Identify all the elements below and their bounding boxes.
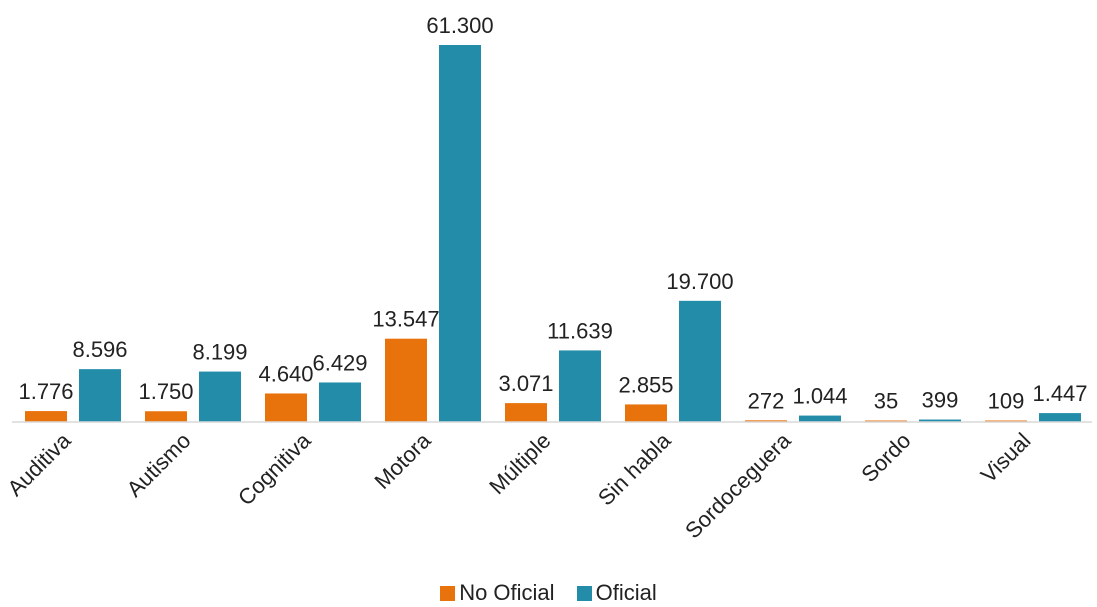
bar-oficial-visual <box>1039 413 1081 422</box>
data-label-no-oficial-visual: 109 <box>988 389 1025 414</box>
data-label-no-oficial-multiple: 3.071 <box>498 371 553 396</box>
data-label-no-oficial-motora: 13.547 <box>372 307 439 332</box>
data-label-no-oficial-auditiva: 1.776 <box>18 379 73 404</box>
category-labels-group: Auditiva Autismo Cognitiva Motora Múltiple Si… <box>3 427 1036 543</box>
bar-no-oficial-motora <box>385 338 427 422</box>
data-label-oficial-sordo: 399 <box>922 388 959 413</box>
bar-no-oficial-auditiva <box>25 411 67 422</box>
data-label-oficial-sin-habla: 19.700 <box>666 269 733 294</box>
legend: No Oficial Oficial <box>0 580 1097 607</box>
category-label-cognitiva: Cognitiva <box>233 427 316 510</box>
bar-no-oficial-sin-habla <box>625 404 667 422</box>
data-label-no-oficial-sordoceguera: 272 <box>748 388 785 413</box>
bar-oficial-autismo <box>199 371 241 422</box>
data-label-oficial-autismo: 8.199 <box>192 340 247 365</box>
data-label-no-oficial-autismo: 1.750 <box>138 379 193 404</box>
bars-group <box>25 45 1081 422</box>
data-label-oficial-motora: 61.300 <box>426 13 493 38</box>
data-label-oficial-auditiva: 8.596 <box>72 337 127 362</box>
legend-label-oficial: Oficial <box>595 580 657 605</box>
category-label-visual: Visual <box>976 428 1036 488</box>
legend-item-no-oficial: No Oficial <box>440 580 555 606</box>
category-label-auditiva: Auditiva <box>3 427 77 501</box>
legend-swatch-no-oficial <box>440 585 456 601</box>
data-label-oficial-multiple: 11.639 <box>547 318 613 343</box>
bar-oficial-sin-habla <box>679 300 721 422</box>
bar-no-oficial-sordoceguera <box>745 420 787 422</box>
data-label-oficial-sordoceguera: 1.044 <box>792 384 847 409</box>
bar-no-oficial-multiple <box>505 403 547 422</box>
data-label-oficial-visual: 1.447 <box>1032 381 1087 406</box>
bar-oficial-cognitiva <box>319 382 361 422</box>
legend-label-no-oficial: No Oficial <box>459 580 555 605</box>
category-label-motora: Motora <box>369 427 436 494</box>
data-label-no-oficial-sin-habla: 2.855 <box>618 372 673 397</box>
bar-oficial-sordoceguera <box>799 415 841 422</box>
data-label-oficial-cognitiva: 6.429 <box>312 350 367 375</box>
legend-item-oficial: Oficial <box>576 580 657 606</box>
category-label-multiple: Múltiple <box>484 428 555 499</box>
data-label-no-oficial-cognitiva: 4.640 <box>258 361 313 386</box>
legend-swatch-oficial <box>576 585 592 601</box>
bar-oficial-multiple <box>559 350 601 422</box>
bar-no-oficial-cognitiva <box>265 393 307 422</box>
bar-oficial-sordo <box>919 419 961 422</box>
bar-no-oficial-autismo <box>145 411 187 422</box>
bar-oficial-auditiva <box>79 369 121 422</box>
category-label-sordo: Sordo <box>856 428 915 487</box>
data-label-no-oficial-sordo: 35 <box>874 389 898 414</box>
category-label-sordoceguera: Sordoceguera <box>680 427 796 543</box>
bar-oficial-motora <box>439 45 481 422</box>
category-label-sin-habla: Sin habla <box>593 427 676 510</box>
category-label-autismo: Autismo <box>122 428 196 502</box>
